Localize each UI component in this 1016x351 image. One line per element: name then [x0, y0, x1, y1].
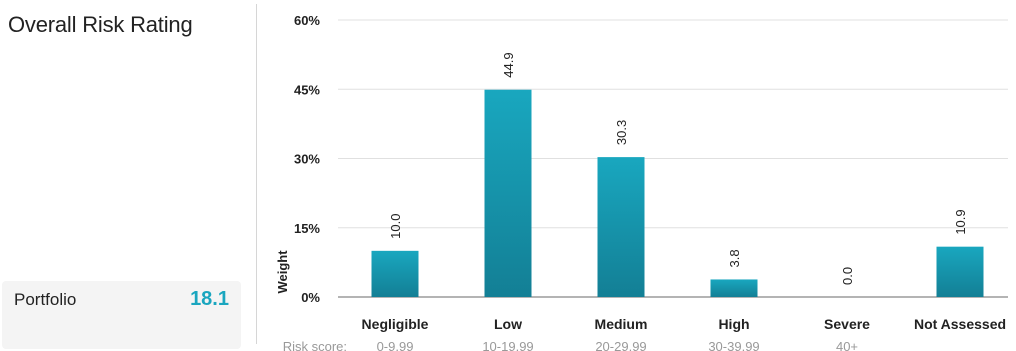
bar-high — [710, 279, 758, 297]
category-label: Negligible — [362, 316, 429, 332]
portfolio-label: Portfolio — [14, 290, 77, 309]
y-tick-label: 15% — [294, 221, 320, 236]
panel-title: Overall Risk Rating — [8, 12, 193, 37]
bar-value-label: 3.8 — [727, 249, 742, 267]
portfolio-score-box: Portfolio 18.1 — [2, 281, 241, 349]
y-tick-label: 45% — [294, 82, 320, 97]
category-label: High — [718, 316, 749, 332]
risk-score-label: Risk score: — [283, 339, 347, 351]
score-range-label: 20-29.99 — [595, 339, 646, 351]
portfolio-score-value: 18.1 — [190, 288, 229, 310]
bar-value-label: 0.0 — [840, 267, 855, 285]
score-range-label: 10-19.99 — [482, 339, 533, 351]
bar-medium — [597, 157, 645, 297]
category-label: Severe — [824, 316, 870, 332]
bar-not-assessed — [936, 246, 984, 297]
y-tick-label: 60% — [294, 13, 320, 28]
bar-value-label: 44.9 — [501, 52, 516, 77]
risk-summary-panel: Overall Risk Rating Portfolio 18.1 — [0, 0, 250, 351]
y-tick-label: 30% — [294, 152, 320, 167]
score-range-label: 30-39.99 — [708, 339, 759, 351]
bar-low — [484, 89, 532, 297]
category-label: Low — [494, 316, 522, 332]
bar-value-label: 30.3 — [614, 120, 629, 145]
bar-value-label: 10.0 — [388, 214, 403, 239]
y-tick-label: 0% — [301, 290, 320, 305]
score-range-label: 0-9.99 — [377, 339, 414, 351]
score-range-label: 40+ — [836, 339, 858, 351]
y-axis-label: Weight — [275, 250, 290, 294]
bar-value-label: 10.9 — [953, 209, 968, 234]
panel-divider — [256, 4, 257, 344]
category-label: Medium — [595, 316, 648, 332]
category-label: Not Assessed — [914, 316, 1006, 332]
bar-negligible — [371, 250, 419, 297]
